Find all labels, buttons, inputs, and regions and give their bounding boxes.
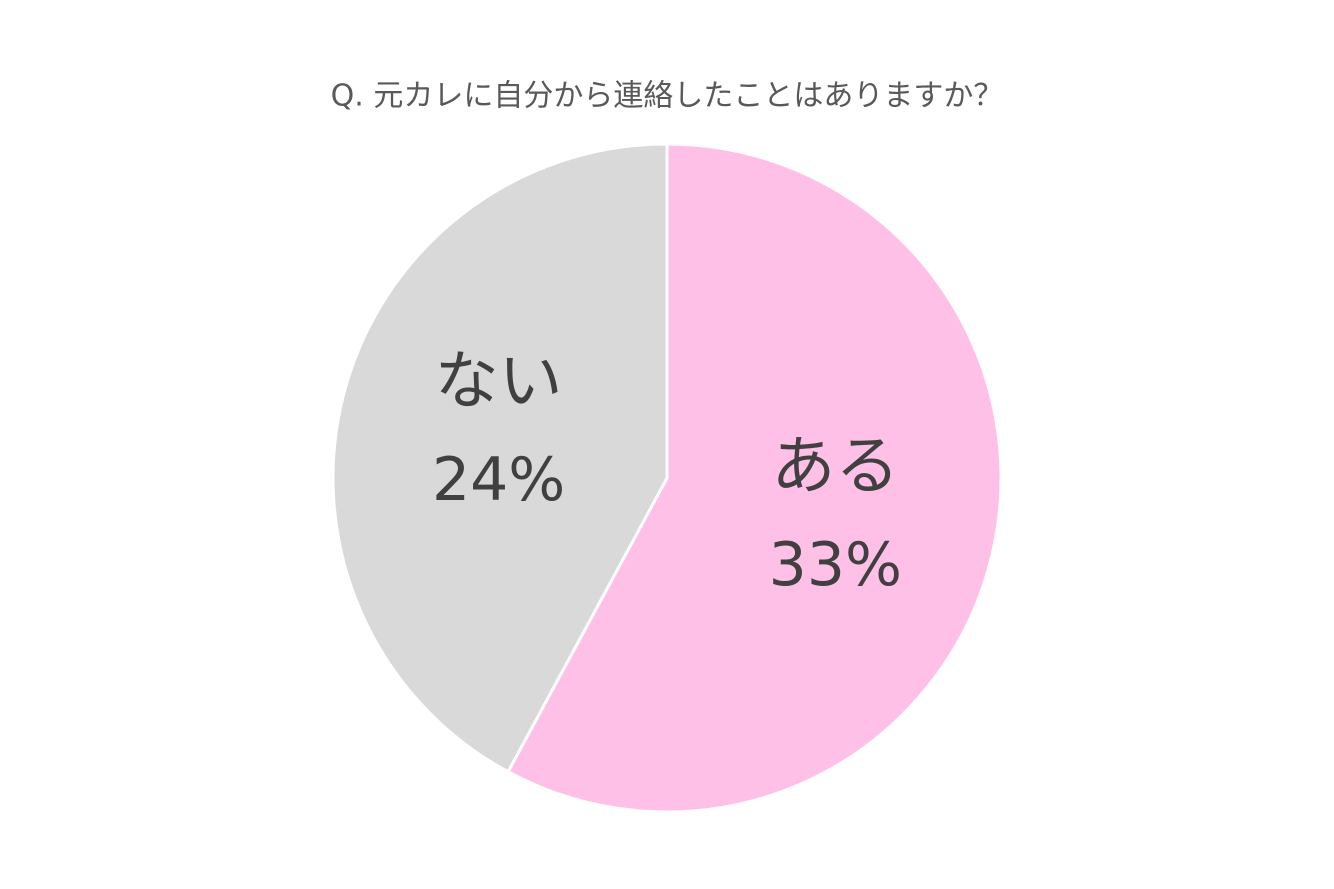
pie-slice [331, 142, 669, 774]
pie-slice [505, 142, 1003, 814]
value-label: 33% [769, 530, 902, 600]
slice-label: ない [435, 345, 563, 419]
slice-label: ある [771, 430, 899, 504]
chart-title: Q. 元カレに自分から連絡したことはありますか？ [331, 79, 1004, 114]
value-label: 24% [432, 445, 565, 515]
